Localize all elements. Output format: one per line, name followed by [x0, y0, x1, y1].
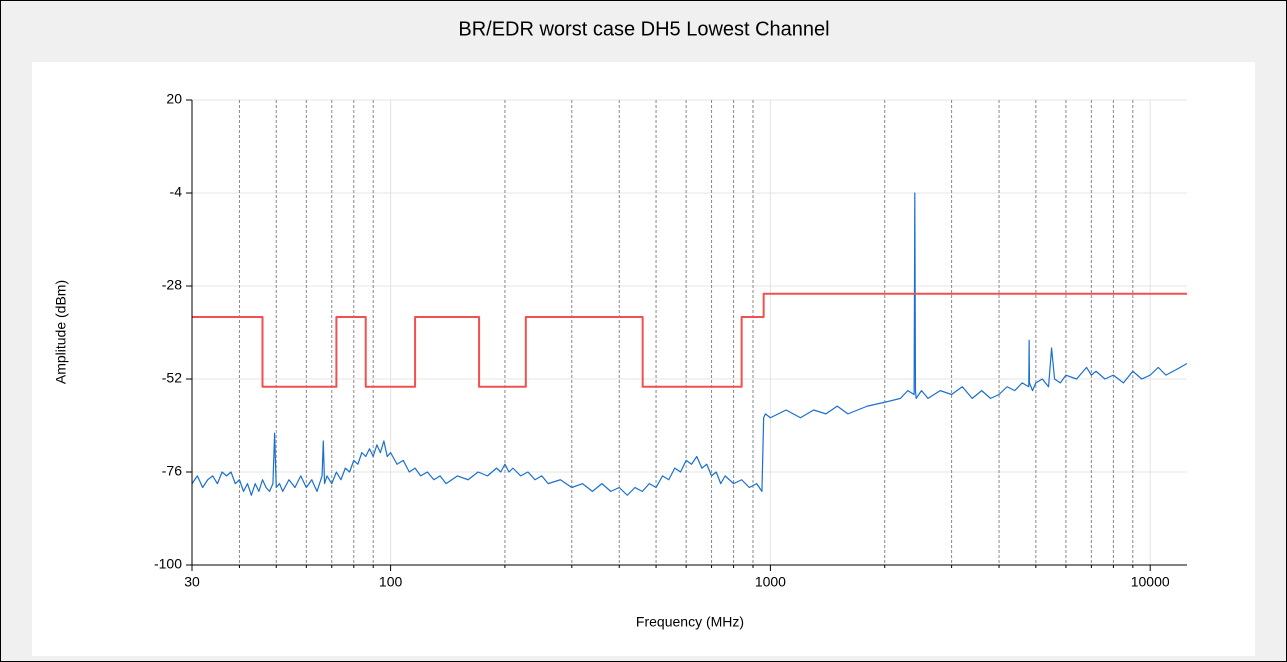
y-tick-label: -76	[162, 463, 182, 479]
x-tick-label: 30	[184, 574, 200, 590]
y-tick-label: -100	[154, 556, 182, 572]
x-tick-label: 100	[379, 574, 403, 590]
series-line	[192, 292, 1187, 388]
y-tick-label: 20	[166, 91, 182, 107]
x-tick-label: 1000	[755, 574, 786, 590]
series-line	[191, 192, 1188, 496]
y-tick-label: -4	[170, 184, 183, 200]
x-axis-label: Frequency (MHz)	[636, 614, 744, 630]
y-tick-label: -52	[162, 370, 182, 386]
y-axis-label: Amplitude (dBm)	[53, 280, 69, 384]
chart-title: BR/EDR worst case DH5 Lowest Channel	[458, 18, 829, 40]
x-tick-label: 10000	[1131, 574, 1170, 590]
y-tick-label: -28	[162, 277, 182, 293]
